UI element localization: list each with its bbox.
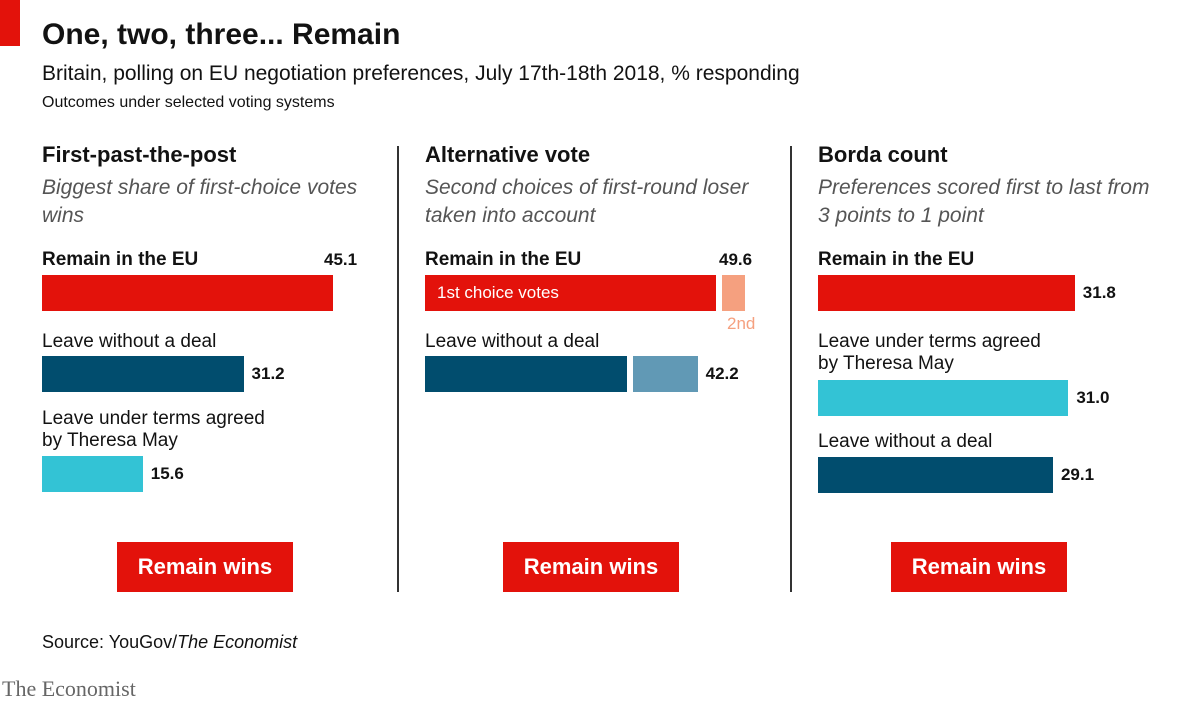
bar-leave-no-deal-first-choice [425, 356, 627, 392]
result-badge: Remain wins [891, 542, 1067, 592]
legend-label-second-choice: 2nd [727, 314, 756, 333]
panel-title: Borda count [818, 142, 948, 167]
category-label-leave-no-deal: Leave without a deal [818, 431, 993, 452]
chart-note: Outcomes under selected voting systems [42, 94, 335, 111]
value-label-leave-no-deal: 29.1 [1060, 465, 1095, 484]
chart-subtitle: Britain, polling on EU negotiation prefe… [42, 62, 800, 85]
bar-leave-may [42, 456, 143, 492]
bar-leave-may [818, 380, 1069, 416]
source-prefix: Source: YouGov/ [42, 632, 178, 652]
panel-borda-count: Borda count Preferences scored first to … [818, 140, 1158, 600]
category-label-remain: Remain in the EU [425, 249, 582, 270]
bar-remain-second-choice [722, 275, 746, 311]
value-label-leave-no-deal: 42.2 [705, 364, 739, 383]
category-label-leave-no-deal: Leave without a deal [42, 331, 217, 352]
value-label-leave-may: 31.0 [1076, 388, 1110, 407]
result-badge: Remain wins [117, 542, 293, 592]
bar-leave-no-deal-second-choice [632, 356, 698, 392]
panel-description: Preferences scored first to last from 3 … [818, 176, 1150, 227]
bar-remain [42, 275, 334, 311]
result-badge: Remain wins [503, 542, 679, 592]
bar-remain [818, 275, 1075, 311]
brand-corner-mark [0, 0, 20, 46]
category-label-leave-may: Leave under terms agreed by Theresa May [42, 408, 265, 451]
category-label-remain: Remain in the EU [42, 249, 199, 270]
category-label-remain: Remain in the EU [818, 249, 975, 270]
panel-description: Second choices of first-round loser take… [425, 176, 749, 227]
panel-first-past-the-post: First-past-the-post Biggest share of fir… [42, 140, 382, 600]
value-label-leave-may: 15.6 [150, 464, 184, 483]
value-label-remain: 49.6 [719, 250, 753, 269]
economist-logo: The Economist [2, 676, 136, 701]
bar-remain-first-choice [425, 275, 717, 311]
value-label-leave-no-deal: 31.2 [251, 364, 285, 383]
bar-leave-no-deal [42, 356, 244, 392]
category-label-leave-no-deal: Leave without a deal [425, 331, 600, 352]
source-publication: The Economist [177, 632, 298, 652]
bar-leave-no-deal [818, 457, 1053, 493]
panel-description: Biggest share of first-choice votes wins [42, 176, 358, 227]
panel-divider-2 [790, 146, 792, 592]
category-label-leave-may: Leave under terms agreed by Theresa May [818, 331, 1041, 374]
value-label-remain: 31.8 [1082, 283, 1116, 302]
panel-title: Alternative vote [425, 142, 591, 167]
legend-label-first-choice: 1st choice votes [437, 283, 559, 302]
panel-alternative-vote: Alternative vote Second choices of first… [425, 140, 765, 600]
panel-divider-1 [397, 146, 399, 592]
chart-title: One, two, three... Remain [42, 18, 401, 51]
panel-title: First-past-the-post [42, 142, 237, 167]
source-note: Source: YouGov/The Economist [42, 632, 297, 653]
value-label-remain: 45.1 [324, 250, 358, 269]
